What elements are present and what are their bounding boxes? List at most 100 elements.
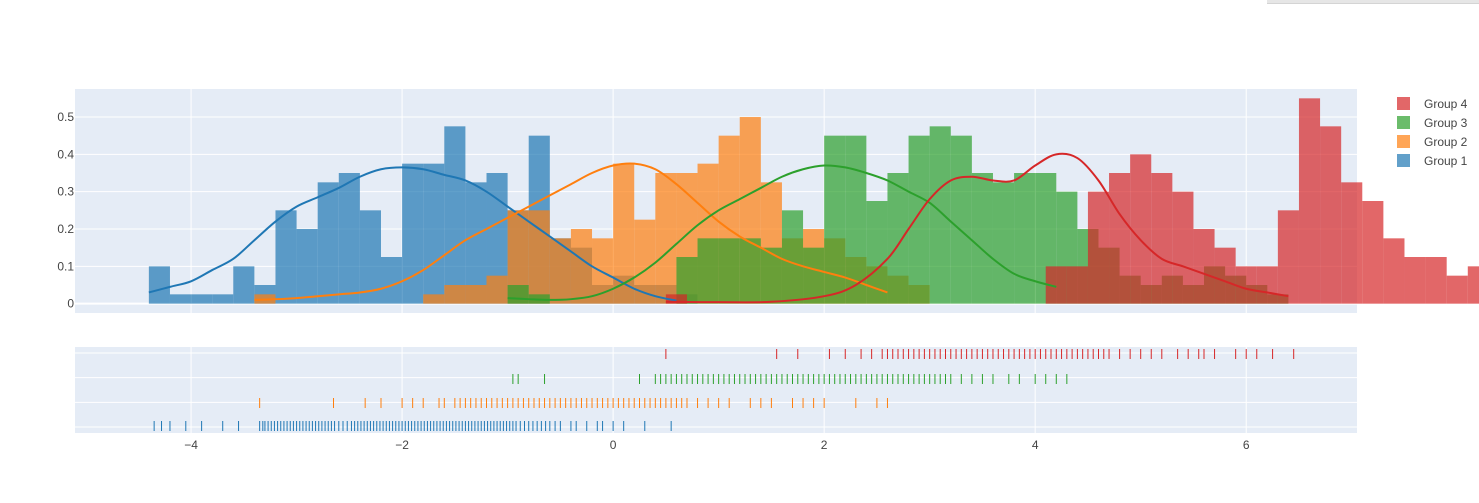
histogram-bar[interactable] xyxy=(1066,266,1088,304)
histogram-bar[interactable] xyxy=(845,135,867,304)
histogram-bar[interactable] xyxy=(212,294,234,304)
histogram-bar[interactable] xyxy=(275,210,297,304)
histogram-bar[interactable] xyxy=(697,238,719,304)
histogram-bar[interactable] xyxy=(444,126,466,304)
histogram-bar[interactable] xyxy=(613,163,635,304)
histogram-bar[interactable] xyxy=(380,257,403,304)
y-tick-label: 0.1 xyxy=(57,259,74,273)
histogram-bar[interactable] xyxy=(507,285,529,304)
histogram-bar[interactable] xyxy=(148,266,170,304)
kde-curves xyxy=(148,152,1289,304)
y-axis-ticks: 0 0.1 0.2 0.3 0.4 0.5 xyxy=(57,110,74,311)
histogram-bar[interactable] xyxy=(718,238,740,304)
legend-swatch xyxy=(1397,135,1410,148)
histogram-bar[interactable] xyxy=(1404,257,1426,304)
histogram-bar[interactable] xyxy=(665,294,687,304)
x-tick-label: 6 xyxy=(1243,438,1250,452)
legend[interactable]: Group 4 Group 3 Group 2 Group 1 xyxy=(1397,97,1468,168)
legend-swatch xyxy=(1397,116,1410,129)
histogram-bar[interactable] xyxy=(1320,126,1342,304)
legend-label: Group 4 xyxy=(1424,97,1468,111)
histogram-bar[interactable] xyxy=(971,173,993,304)
histogram-bar[interactable] xyxy=(929,126,951,304)
histogram-bar[interactable] xyxy=(739,238,761,304)
kde-curve-group-2[interactable] xyxy=(254,162,888,301)
histogram-bar[interactable] xyxy=(1256,266,1278,304)
histogram-bar[interactable] xyxy=(1362,201,1384,304)
histogram-bar[interactable] xyxy=(760,247,782,304)
histogram-bar[interactable] xyxy=(444,285,466,304)
y-tick-label: 0.3 xyxy=(57,185,74,199)
histogram-bar[interactable] xyxy=(1446,275,1468,304)
histogram-bar[interactable] xyxy=(592,238,614,304)
histogram-bar[interactable] xyxy=(1172,191,1194,304)
histogram-bar[interactable] xyxy=(866,201,888,304)
histogram-bar[interactable] xyxy=(1277,210,1299,304)
histogram-bar[interactable] xyxy=(1214,247,1236,304)
histogram-bar[interactable] xyxy=(233,266,255,304)
histogram-bar[interactable] xyxy=(465,285,487,304)
x-tick-label: 2 xyxy=(821,438,828,452)
y-tick-label: 0.2 xyxy=(57,222,74,236)
legend-label: Group 1 xyxy=(1424,154,1468,168)
histogram-bar[interactable] xyxy=(1235,266,1257,304)
histogram-bar[interactable] xyxy=(169,294,192,304)
y-tick-label: 0 xyxy=(67,297,74,311)
histogram-bar[interactable] xyxy=(338,173,360,304)
histogram-bar[interactable] xyxy=(1193,229,1215,304)
histogram-bar[interactable] xyxy=(359,210,381,304)
histogram-bar[interactable] xyxy=(1298,98,1321,304)
legend-item-group-3[interactable]: Group 3 xyxy=(1397,116,1468,130)
x-tick-label: 4 xyxy=(1032,438,1039,452)
legend-item-group-4[interactable]: Group 4 xyxy=(1397,97,1468,111)
histogram-bar[interactable] xyxy=(1467,266,1479,304)
histogram-bar[interactable] xyxy=(402,163,424,304)
histogram-bar[interactable] xyxy=(1014,173,1036,304)
histogram-bar[interactable] xyxy=(570,229,593,304)
histogram-bar[interactable] xyxy=(465,182,487,304)
legend-label: Group 2 xyxy=(1424,135,1468,149)
histogram-bar[interactable] xyxy=(423,294,445,304)
histogram-bar[interactable] xyxy=(781,210,804,304)
rug-gridlines xyxy=(75,347,1357,433)
histogram-bar[interactable] xyxy=(486,173,508,304)
histogram-bar[interactable] xyxy=(317,182,339,304)
histogram-bar[interactable] xyxy=(634,219,656,304)
histogram-bar[interactable] xyxy=(1045,266,1067,304)
histogram-bar[interactable] xyxy=(824,135,846,304)
x-tick-label: −4 xyxy=(184,438,198,452)
x-tick-label: −2 xyxy=(395,438,409,452)
y-tick-label: 0.5 xyxy=(57,110,74,124)
kde-curve-group-4[interactable] xyxy=(665,152,1289,304)
histogram-bar[interactable] xyxy=(549,238,571,304)
histogram-bar[interactable] xyxy=(191,294,213,304)
histogram-bar[interactable] xyxy=(655,173,677,304)
rug-marks xyxy=(153,349,1295,431)
histogram-bar[interactable] xyxy=(296,229,318,304)
histogram-bar[interactable] xyxy=(1341,182,1363,304)
legend-item-group-1[interactable]: Group 1 xyxy=(1397,154,1468,168)
histogram-bar[interactable] xyxy=(908,135,930,304)
histogram-bar[interactable] xyxy=(676,257,698,304)
histogram-bar[interactable] xyxy=(1383,238,1405,304)
legend-label: Group 3 xyxy=(1424,116,1468,130)
legend-swatch xyxy=(1397,154,1410,167)
histogram-bar[interactable] xyxy=(887,173,909,304)
kde-curve-group-1[interactable] xyxy=(148,166,677,302)
histogram-bar[interactable] xyxy=(1109,173,1131,304)
histogram-bar[interactable] xyxy=(1087,191,1110,304)
histogram-bar[interactable] xyxy=(1425,257,1447,304)
x-tick-label: 0 xyxy=(610,438,617,452)
x-axis-ticks: −4 −2 0 2 4 6 xyxy=(184,438,1250,452)
histogram-bar[interactable] xyxy=(992,182,1015,304)
histogram-bar[interactable] xyxy=(1151,173,1173,304)
histogram-bar[interactable] xyxy=(950,135,972,304)
legend-item-group-2[interactable]: Group 2 xyxy=(1397,135,1468,149)
histogram-bar[interactable] xyxy=(1130,154,1152,304)
histogram-bar[interactable] xyxy=(423,163,445,304)
histogram-bar[interactable] xyxy=(507,210,529,304)
histogram-bar[interactable] xyxy=(486,275,508,304)
histogram-bar[interactable] xyxy=(803,247,825,304)
kde-curve-group-3[interactable] xyxy=(507,164,1057,301)
